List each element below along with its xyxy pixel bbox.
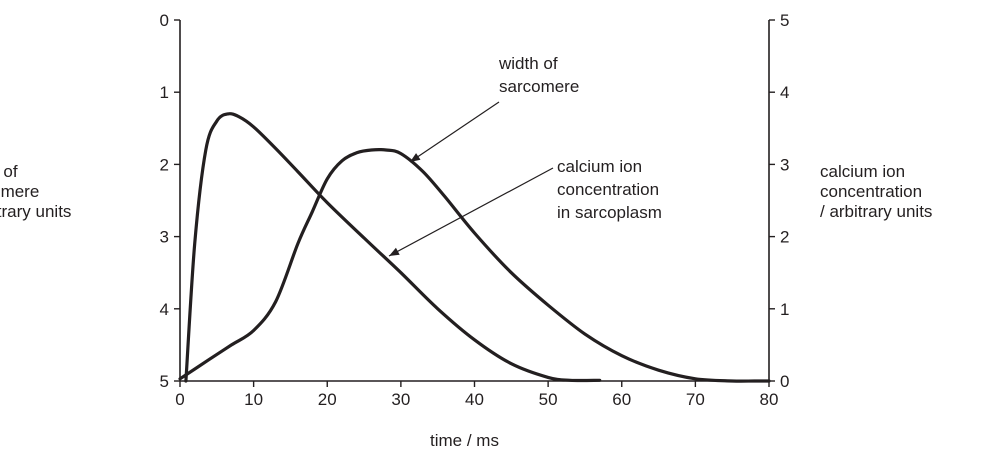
annotation-calcium-arrow-line — [388, 167, 554, 257]
annotation-calcium-line-3: in sarcoplasm — [557, 203, 662, 222]
annotation-calcium-ion-concentration: calcium ion concentration in sarcoplasm — [557, 155, 662, 224]
chart-annotation-arrows — [388, 101, 554, 257]
chart-series — [178, 112, 771, 383]
annotation-calcium-line-2: concentration — [557, 180, 660, 199]
x-tick-label: 50 — [539, 390, 558, 409]
annotation-width-of-sarcomere: width of sarcomere — [499, 52, 579, 98]
x-tick-label: 70 — [686, 390, 705, 409]
annotation-width-arrow-line — [409, 101, 500, 163]
left-y-tick-label: 3 — [160, 228, 169, 247]
x-tick-label: 0 — [175, 390, 184, 409]
right-y-tick-label: 5 — [780, 11, 789, 30]
annotation-calcium-arrow-head — [389, 247, 400, 256]
left-axis-label-line-2: sarcomere — [0, 182, 40, 201]
x-tick-label: 60 — [612, 390, 631, 409]
right-y-tick-label: 0 — [780, 372, 789, 391]
left-axis-label: width of sarcomere / arbitrary units — [0, 162, 71, 222]
x-tick-label: 30 — [391, 390, 410, 409]
right-y-tick-label: 2 — [780, 228, 789, 247]
left-y-tick-label: 2 — [160, 155, 169, 174]
x-tick-label: 80 — [760, 390, 779, 409]
series-width-of-sarcomere-line — [178, 147, 771, 383]
series-calcium-ion-concentration-line — [184, 112, 602, 383]
x-tick-label: 20 — [318, 390, 337, 409]
x-axis-label: time / ms — [430, 431, 499, 450]
right-axis-label-line-3: / arbitrary units — [820, 202, 933, 221]
x-tick-label: 40 — [465, 390, 484, 409]
left-y-tick-label: 5 — [160, 372, 169, 391]
right-y-tick-label: 4 — [780, 83, 789, 102]
annotation-width-line-2: sarcomere — [499, 77, 580, 96]
left-y-tick-label: 1 — [160, 83, 169, 102]
right-axis-label-line-1: calcium ion — [820, 162, 906, 181]
left-axis-label-line-1: width of — [0, 162, 18, 181]
left-y-tick-label: 4 — [160, 300, 169, 319]
right-y-tick-label: 3 — [780, 155, 789, 174]
x-tick-label: 10 — [244, 390, 263, 409]
left-y-tick-label: 0 — [160, 11, 169, 30]
chart-axes — [179, 20, 770, 382]
right-axis-label-line-2: concentration — [820, 182, 923, 201]
annotation-calcium-line-1: calcium ion — [557, 157, 643, 176]
annotation-width-line-1: width of — [499, 54, 558, 73]
left-axis-label-line-3: / arbitrary units — [0, 202, 72, 221]
right-axis-label: calcium ion concentration / arbitrary un… — [820, 162, 932, 222]
annotation-width-arrow-head — [410, 153, 421, 162]
right-y-tick-label: 1 — [780, 300, 789, 319]
